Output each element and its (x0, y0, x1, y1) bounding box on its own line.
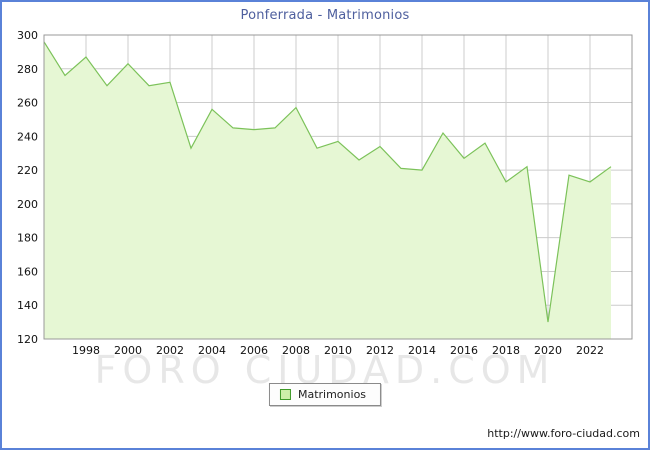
svg-text:200: 200 (17, 198, 38, 211)
svg-text:2010: 2010 (324, 344, 352, 357)
svg-text:2014: 2014 (408, 344, 436, 357)
svg-text:300: 300 (17, 29, 38, 42)
svg-text:2018: 2018 (492, 344, 520, 357)
svg-text:2000: 2000 (114, 344, 142, 357)
svg-text:2022: 2022 (576, 344, 604, 357)
svg-text:160: 160 (17, 265, 38, 278)
svg-text:260: 260 (17, 97, 38, 110)
chart-title: Ponferrada - Matrimonios (240, 8, 410, 23)
legend-swatch (279, 389, 291, 400)
source-url[interactable]: http://www.foro-ciudad.com (487, 427, 640, 440)
svg-text:240: 240 (17, 130, 38, 143)
svg-text:280: 280 (17, 63, 38, 76)
svg-text:180: 180 (17, 232, 38, 245)
svg-text:2008: 2008 (282, 344, 310, 357)
svg-text:120: 120 (17, 333, 38, 346)
legend: Matrimonios (268, 383, 382, 406)
svg-text:2004: 2004 (198, 344, 226, 357)
svg-text:220: 220 (17, 164, 38, 177)
legend-label: Matrimonios (297, 388, 367, 401)
svg-text:1998: 1998 (72, 344, 100, 357)
svg-text:2002: 2002 (156, 344, 184, 357)
svg-text:2006: 2006 (240, 344, 268, 357)
svg-text:2016: 2016 (450, 344, 478, 357)
svg-text:2012: 2012 (366, 344, 394, 357)
svg-text:140: 140 (17, 299, 38, 312)
svg-text:2020: 2020 (534, 344, 562, 357)
